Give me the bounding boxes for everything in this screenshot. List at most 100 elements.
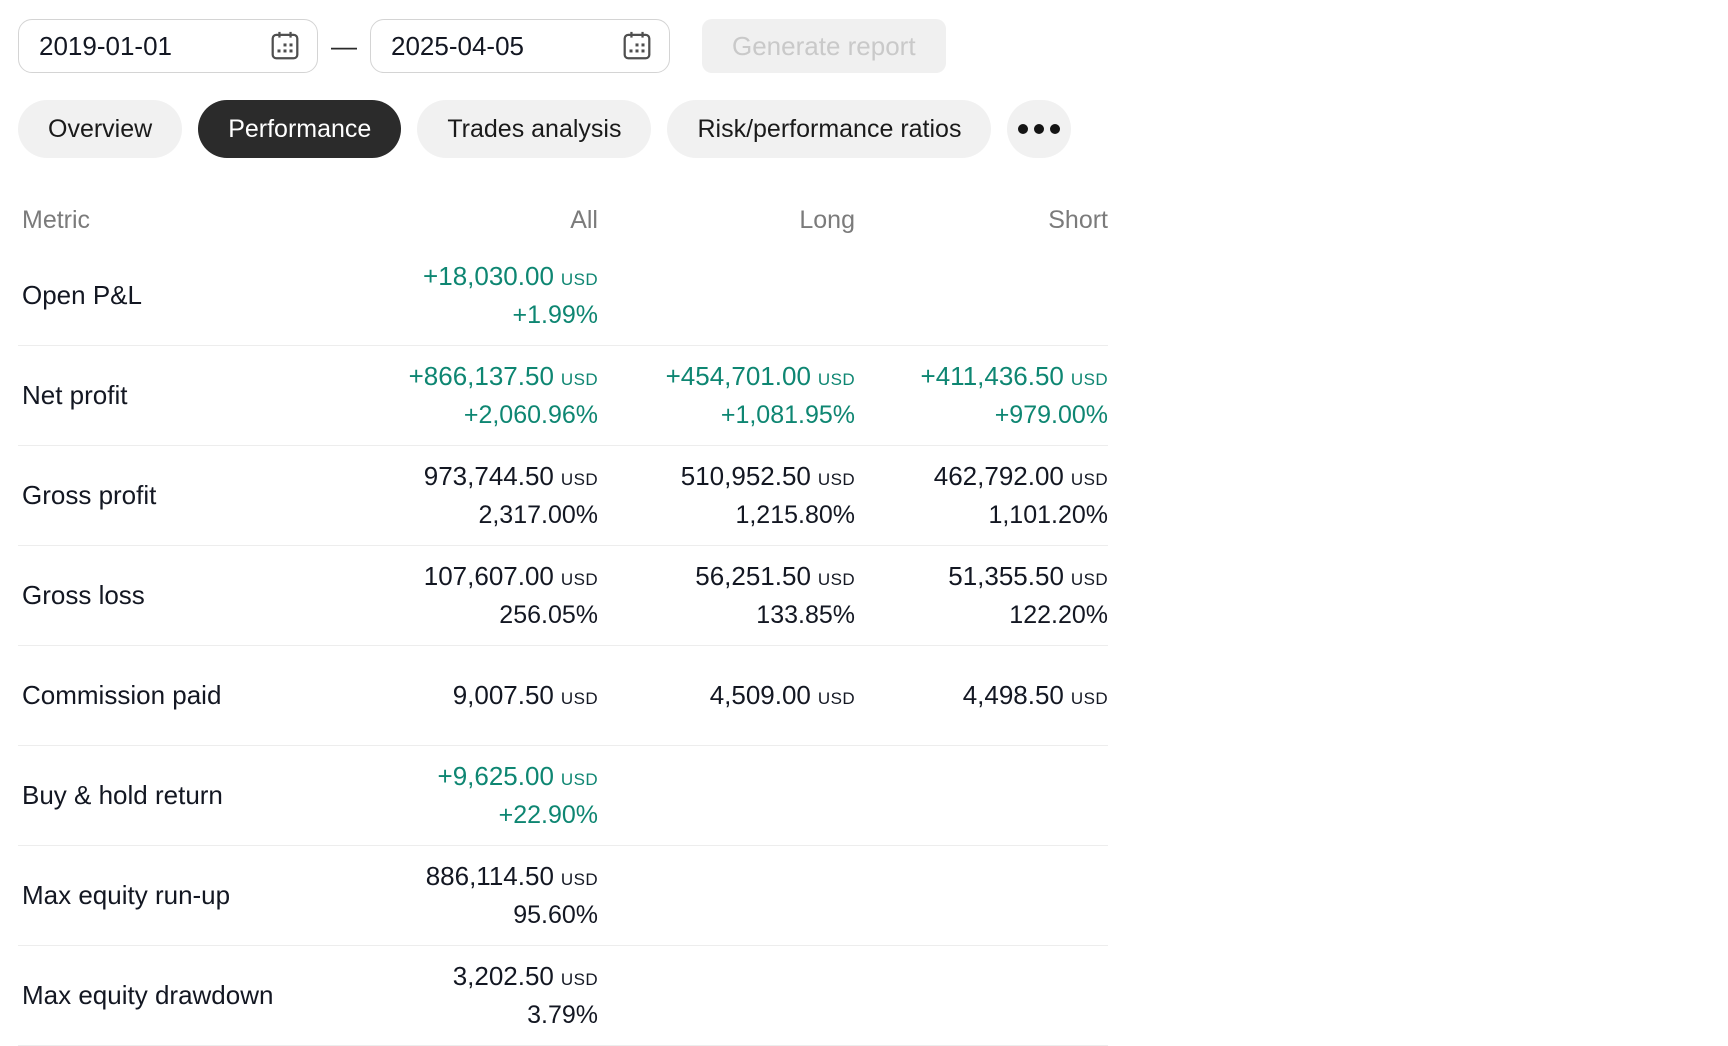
- value-percent: 3.79%: [527, 1000, 598, 1029]
- metric-label: Max equity run-up: [22, 880, 231, 910]
- calendar-icon: [271, 31, 299, 60]
- value-amount: 3,202.50 USD: [452, 961, 598, 992]
- tab-trades-analysis[interactable]: Trades analysis: [417, 100, 652, 158]
- column-header-metric: Metric: [22, 205, 91, 234]
- report-tabs: Overview Performance Trades analysis Ris…: [18, 100, 1728, 158]
- value-percent: +1.99%: [512, 300, 599, 329]
- cell-long: [598, 946, 855, 1045]
- table-row: Commission paid 9,007.50 USD 4,509.00 USD …: [18, 646, 1108, 746]
- cell-long: +454,701.00 USD +1,081.95%: [598, 346, 855, 445]
- value-currency: USD: [1070, 470, 1108, 490]
- date-from-input[interactable]: 2019-01-01: [18, 19, 318, 73]
- column-header-long: Long: [799, 205, 855, 234]
- cell-long: [598, 246, 855, 345]
- table-header-row: Metric All Long Short: [18, 194, 1108, 246]
- value-currency: USD: [560, 470, 598, 490]
- value-percent: 1,215.80%: [735, 500, 855, 529]
- date-to-calendar-button[interactable]: [617, 26, 657, 66]
- table-row: Max equity run-up 886,114.50 USD 95.60%: [18, 846, 1108, 946]
- cell-all: +866,137.50 USD +2,060.96%: [348, 346, 598, 445]
- cell-long: [598, 846, 855, 945]
- value-amount: 886,114.50 USD: [425, 861, 598, 892]
- value-amount: 4,509.00 USD: [709, 679, 855, 710]
- value-currency: USD: [560, 970, 598, 990]
- cell-all: 9,007.50 USD: [348, 646, 598, 745]
- value-percent: +2,060.96%: [463, 400, 598, 429]
- cell-long: 510,952.50 USD 1,215.80%: [598, 446, 855, 545]
- metric-label: Buy & hold return: [22, 780, 223, 810]
- cell-short: [855, 846, 1108, 945]
- value-percent: +1,081.95%: [720, 400, 855, 429]
- value-amount: +9,625.00 USD: [437, 761, 598, 792]
- tab-overview[interactable]: Overview: [18, 100, 183, 158]
- value-currency: USD: [560, 688, 598, 708]
- value-currency: USD: [1070, 370, 1108, 390]
- value-currency: USD: [560, 770, 598, 790]
- value-percent: +22.90%: [498, 800, 598, 829]
- date-range-separator: —: [331, 30, 357, 61]
- value-amount: 56,251.50 USD: [695, 561, 855, 592]
- metric-label: Gross profit: [22, 480, 157, 510]
- performance-metrics-table: Metric All Long Short Open P&L +18,030.0…: [18, 194, 1142, 1046]
- value-amount: 107,607.00 USD: [423, 561, 598, 592]
- metric-label: Commission paid: [22, 680, 222, 710]
- more-tabs-button[interactable]: [1007, 100, 1072, 158]
- value-currency: USD: [817, 470, 855, 490]
- value-currency: USD: [560, 870, 598, 890]
- ellipsis-icon: [1034, 124, 1045, 134]
- value-currency: USD: [817, 570, 855, 590]
- value-percent: +979.00%: [994, 400, 1108, 429]
- cell-short: 4,498.50 USD: [855, 646, 1108, 745]
- value-currency: USD: [1070, 570, 1108, 590]
- value-currency: USD: [817, 370, 855, 390]
- value-percent: 95.60%: [513, 900, 598, 929]
- value-percent: 122.20%: [1009, 600, 1108, 629]
- value-amount: 510,952.50 USD: [680, 461, 855, 492]
- value-amount: 51,355.50 USD: [948, 561, 1108, 592]
- value-currency: USD: [560, 270, 598, 290]
- tab-risk-performance-ratios[interactable]: Risk/performance ratios: [667, 100, 992, 158]
- value-amount: +454,701.00 USD: [665, 361, 855, 392]
- cell-all: 107,607.00 USD 256.05%: [348, 546, 598, 645]
- table-row: Buy & hold return +9,625.00 USD +22.90%: [18, 746, 1108, 846]
- value-amount: 973,744.50 USD: [423, 461, 598, 492]
- value-amount: 462,792.00 USD: [933, 461, 1108, 492]
- table-row: Net profit +866,137.50 USD +2,060.96% +45…: [18, 346, 1108, 446]
- cell-short: [855, 946, 1108, 1045]
- value-currency: USD: [1070, 688, 1108, 708]
- table-row: Gross profit 973,744.50 USD 2,317.00% 510…: [18, 446, 1108, 546]
- value-percent: 256.05%: [499, 600, 598, 629]
- metric-label: Open P&L: [22, 280, 142, 310]
- value-percent: 133.85%: [756, 600, 855, 629]
- date-to-value[interactable]: 2025-04-05: [391, 30, 524, 61]
- cell-short: [855, 246, 1108, 345]
- cell-short: [855, 746, 1108, 845]
- generate-report-button[interactable]: Generate report: [702, 19, 946, 73]
- cell-long: 56,251.50 USD 133.85%: [598, 546, 855, 645]
- metric-label: Gross loss: [22, 580, 145, 610]
- cell-all: +18,030.00 USD +1.99%: [348, 246, 598, 345]
- cell-all: 886,114.50 USD 95.60%: [348, 846, 598, 945]
- value-currency: USD: [817, 688, 855, 708]
- tab-performance[interactable]: Performance: [198, 100, 402, 158]
- ellipsis-icon: [1018, 124, 1029, 134]
- value-currency: USD: [560, 370, 598, 390]
- value-amount: +866,137.50 USD: [408, 361, 598, 392]
- column-header-all: All: [570, 205, 598, 234]
- date-from-value[interactable]: 2019-01-01: [39, 30, 172, 61]
- cell-short: 462,792.00 USD 1,101.20%: [855, 446, 1108, 545]
- table-row: Max equity drawdown 3,202.50 USD 3.79%: [18, 946, 1108, 1046]
- ellipsis-icon: [1050, 124, 1061, 134]
- metric-label: Net profit: [22, 380, 128, 410]
- cell-short: 51,355.50 USD 122.20%: [855, 546, 1108, 645]
- table-row: Open P&L +18,030.00 USD +1.99%: [18, 246, 1108, 346]
- date-from-calendar-button[interactable]: [265, 26, 305, 66]
- cell-short: +411,436.50 USD +979.00%: [855, 346, 1108, 445]
- value-currency: USD: [560, 570, 598, 590]
- date-to-input[interactable]: 2025-04-05: [370, 19, 670, 73]
- value-amount: 4,498.50 USD: [962, 679, 1108, 710]
- metric-label: Max equity drawdown: [22, 980, 274, 1010]
- value-percent: 2,317.00%: [478, 500, 598, 529]
- value-amount: +18,030.00 USD: [423, 261, 598, 292]
